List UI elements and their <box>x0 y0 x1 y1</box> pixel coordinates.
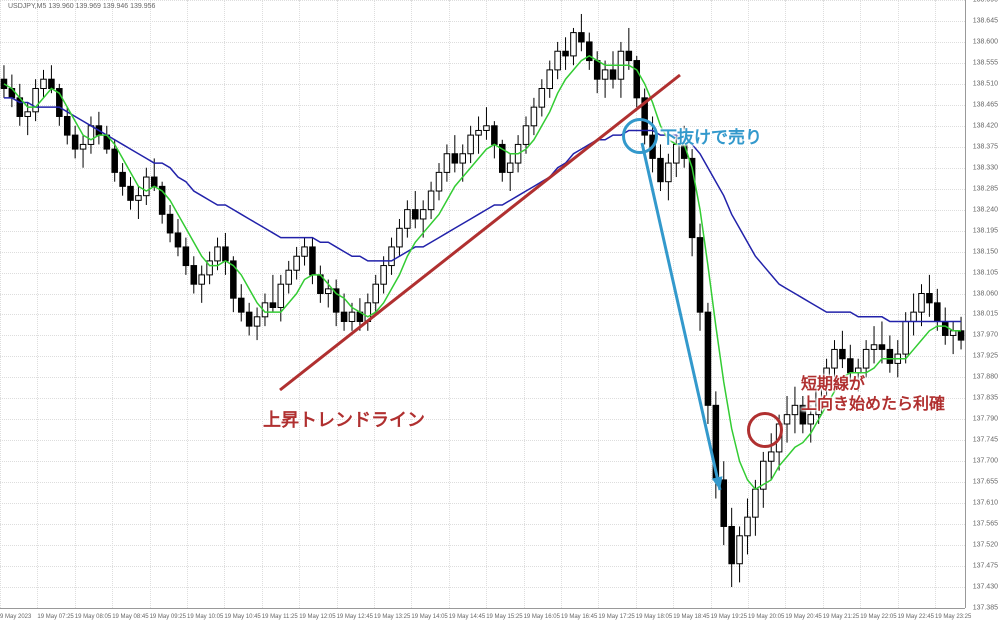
chart-container: USDJPY,M5 139.960 139.969 139.946 139.95… <box>0 0 1000 624</box>
chart-title: USDJPY,M5 139.960 139.969 139.946 139.95… <box>8 3 155 10</box>
y-axis: 138.690138.645138.600138.555138.510138.4… <box>965 0 1000 608</box>
candle-chart <box>0 0 965 608</box>
chart-area[interactable]: USDJPY,M5 139.960 139.969 139.946 139.95… <box>0 0 965 608</box>
short-term-label-2: 上向き始めたら利確 <box>801 390 945 414</box>
sell-on-break-label: 下抜けで売り <box>660 123 762 148</box>
take-profit-circle <box>747 412 783 448</box>
x-axis: 9 May 202319 May 07:2519 May 08:0519 May… <box>0 608 965 624</box>
break-circle <box>622 118 658 154</box>
uptrend-line-label: 上昇トレンドライン <box>263 406 425 432</box>
